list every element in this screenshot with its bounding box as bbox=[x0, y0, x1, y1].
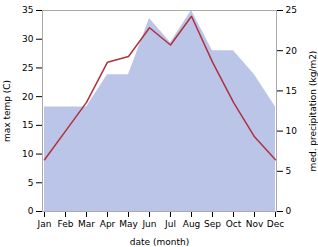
svg-text:Apr: Apr bbox=[100, 219, 116, 229]
svg-text:0: 0 bbox=[28, 206, 34, 216]
svg-text:5: 5 bbox=[28, 178, 34, 188]
svg-text:May: May bbox=[119, 219, 138, 229]
svg-text:Feb: Feb bbox=[58, 219, 74, 229]
svg-text:10: 10 bbox=[22, 149, 34, 159]
svg-text:Nov: Nov bbox=[246, 219, 264, 229]
svg-text:10: 10 bbox=[286, 126, 298, 136]
svg-text:15: 15 bbox=[22, 120, 33, 130]
svg-text:20: 20 bbox=[22, 92, 34, 102]
svg-text:5: 5 bbox=[286, 166, 292, 176]
svg-text:Sep: Sep bbox=[204, 219, 221, 229]
svg-text:Mar: Mar bbox=[78, 219, 95, 229]
svg-text:20: 20 bbox=[286, 46, 298, 56]
svg-text:med. precipitation (kg/m2): med. precipitation (kg/m2) bbox=[308, 51, 318, 172]
svg-text:25: 25 bbox=[22, 63, 33, 73]
svg-text:30: 30 bbox=[22, 34, 34, 44]
svg-text:35: 35 bbox=[22, 5, 33, 15]
svg-text:Jul: Jul bbox=[164, 219, 176, 229]
svg-text:Jun: Jun bbox=[141, 219, 156, 229]
svg-text:15: 15 bbox=[286, 86, 297, 96]
svg-text:Aug: Aug bbox=[183, 219, 201, 229]
svg-text:25: 25 bbox=[286, 5, 297, 15]
svg-text:Jan: Jan bbox=[37, 219, 52, 229]
svg-text:Dec: Dec bbox=[267, 219, 284, 229]
svg-text:date (month): date (month) bbox=[130, 237, 189, 247]
svg-text:0: 0 bbox=[286, 206, 292, 216]
svg-text:max temp (C): max temp (C) bbox=[2, 80, 12, 142]
svg-text:Oct: Oct bbox=[226, 219, 242, 229]
